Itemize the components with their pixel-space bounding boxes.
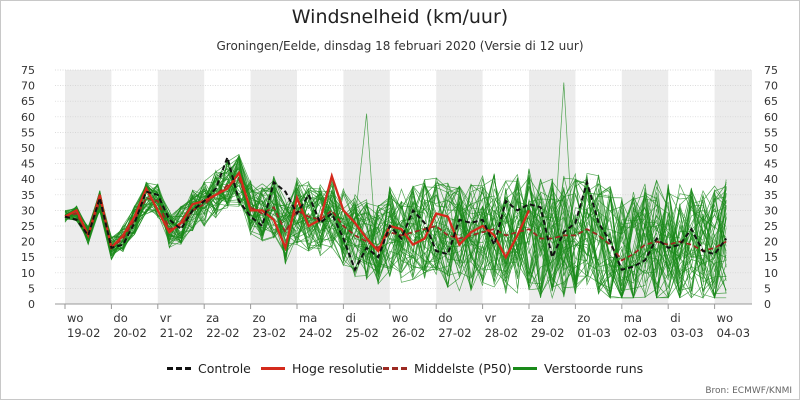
y-tick-left-65: 65: [21, 95, 35, 108]
legend-swatch-controle: [167, 367, 191, 370]
x-label-date-02-03: 02-03: [624, 326, 657, 340]
y-tick-right-65: 65: [764, 95, 778, 108]
y-tick-left-30: 30: [21, 204, 35, 217]
weekday-shading: [65, 70, 752, 304]
x-label-date-22-02: 22-02: [206, 326, 239, 340]
series-middelste-p50: [64, 177, 727, 262]
ensemble-run-49: [64, 154, 727, 299]
y-tick-left-35: 35: [21, 189, 35, 202]
y-axis-right: 0 5 10 15 20 25 30 35 40 45 50 55 60 65 70 75: [764, 64, 778, 311]
y-tick-left-15: 15: [21, 251, 35, 264]
x-label-day-28-02: vr: [485, 311, 497, 325]
x-label-date-25-02: 25-02: [345, 326, 378, 340]
x-label-day-26-02: wo: [392, 311, 408, 325]
y-axis-left: 0 5 10 15 20 25 30 35 40 45 50 55 60 65 70 75: [21, 64, 35, 311]
source-credit: Bron: ECMWF/KNMI: [705, 386, 792, 396]
x-label-day-24-02: ma: [299, 311, 317, 325]
y-tick-left-55: 55: [21, 126, 35, 139]
day-shade-19-02: [65, 70, 112, 304]
y-tick-left-10: 10: [21, 267, 35, 280]
legend-label-middelste: Middelste (P50): [414, 361, 512, 376]
ensemble-run-46: [64, 159, 727, 298]
y-tick-right-40: 40: [764, 173, 778, 186]
y-tick-left-0: 0: [28, 298, 35, 311]
x-label-day-29-02: za: [531, 311, 544, 325]
ensemble-run-48: [64, 160, 727, 298]
y-tick-right-10: 10: [764, 267, 778, 280]
y-tick-left-20: 20: [21, 236, 35, 249]
y-tick-right-5: 5: [764, 282, 771, 295]
x-label-day-25-02: di: [345, 311, 356, 325]
x-label-day-22-02: za: [206, 311, 219, 325]
x-label-date-04-03: 04-03: [717, 326, 750, 340]
y-tick-right-20: 20: [764, 236, 778, 249]
x-axis: wo19-02do20-02vr21-02za22-02zo23-02ma24-…: [55, 303, 752, 340]
ensemble-run-42: [64, 169, 727, 298]
x-label-date-28-02: 28-02: [485, 326, 518, 340]
x-label-day-27-02: do: [438, 311, 452, 325]
y-tick-right-25: 25: [764, 220, 778, 233]
y-tick-left-40: 40: [21, 173, 35, 186]
y-tick-right-75: 75: [764, 64, 778, 77]
legend-item-middelste: Middelste (P50): [383, 361, 512, 376]
chart-subtitle: Groningen/Eelde, dinsdag 18 februari 202…: [216, 39, 584, 53]
series-hoge-resolutie: [64, 170, 531, 260]
x-label-date-03-03: 03-03: [670, 326, 703, 340]
legend-swatch-middelste: [383, 367, 407, 370]
y-tick-right-0: 0: [764, 298, 771, 311]
x-label-day-20-02: do: [113, 311, 127, 325]
x-label-day-21-02: vr: [160, 311, 172, 325]
x-label-day-02-03: ma: [624, 311, 642, 325]
ensemble-run-20: [64, 177, 727, 299]
x-label-day-03-03: di: [670, 311, 681, 325]
y-tick-right-55: 55: [764, 126, 778, 139]
x-label-date-29-02: 29-02: [531, 326, 564, 340]
chart-title: Windsnelheid (km/uur): [291, 6, 509, 28]
x-label-date-19-02: 19-02: [67, 326, 100, 340]
y-tick-left-70: 70: [21, 80, 35, 93]
x-label-date-20-02: 20-02: [113, 326, 146, 340]
y-tick-right-35: 35: [764, 189, 778, 202]
x-label-day-23-02: zo: [253, 311, 266, 325]
y-tick-left-60: 60: [21, 111, 35, 124]
y-tick-right-45: 45: [764, 158, 778, 171]
x-label-date-23-02: 23-02: [253, 326, 286, 340]
x-label-day-04-03: wo: [717, 311, 733, 325]
x-label-day-19-02: wo: [67, 311, 83, 325]
x-label-date-01-03: 01-03: [577, 326, 610, 340]
legend-item-verstoorde-runs: Verstoorde runs: [513, 361, 643, 376]
y-tick-left-75: 75: [21, 64, 35, 77]
main-series: [64, 154, 728, 273]
y-tick-right-15: 15: [764, 251, 778, 264]
day-shade-21-02: [157, 70, 205, 304]
legend-item-controle: Controle: [167, 361, 251, 376]
x-label-date-26-02: 26-02: [392, 326, 425, 340]
legend-label-controle: Controle: [198, 361, 251, 376]
y-tick-left-25: 25: [21, 220, 35, 233]
series-controle: [64, 154, 728, 273]
ensemble-run-14: [64, 166, 727, 299]
x-label-day-01-03: zo: [577, 311, 590, 325]
y-tick-right-70: 70: [764, 80, 778, 93]
y-tick-left-50: 50: [21, 142, 35, 155]
y-tick-left-45: 45: [21, 158, 35, 171]
x-label-date-27-02: 27-02: [438, 326, 471, 340]
legend-swatch-verstoorde-runs: [513, 367, 537, 370]
legend-swatch-hoge-resolutie: [261, 367, 285, 370]
ensemble-run-50: [64, 173, 727, 286]
y-tick-right-60: 60: [764, 111, 778, 124]
y-tick-left-5: 5: [28, 282, 35, 295]
legend-label-hoge-resolutie: Hoge resolutie: [292, 361, 383, 376]
y-tick-right-50: 50: [764, 142, 778, 155]
legend-label-verstoorde-runs: Verstoorde runs: [544, 361, 644, 376]
ensemble-run-18: [64, 162, 727, 299]
y-tick-right-30: 30: [764, 204, 778, 217]
x-label-date-24-02: 24-02: [299, 326, 332, 340]
legend-item-hoge-resolutie: Hoge resolutie: [261, 361, 383, 376]
x-label-date-21-02: 21-02: [160, 326, 193, 340]
